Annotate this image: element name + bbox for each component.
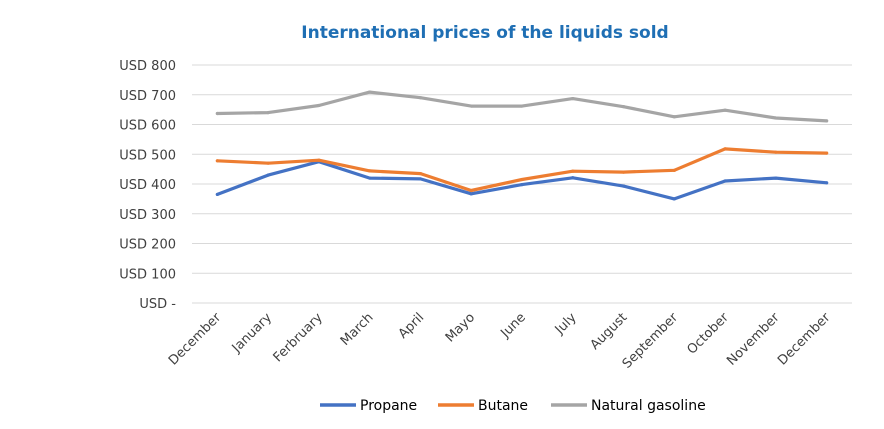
chart-title: International prices of the liquids sold	[301, 23, 668, 43]
legend: Propane Butane Natural gasoline	[320, 398, 706, 414]
x-tick-label: August	[588, 310, 631, 353]
y-tick-label: USD -	[139, 297, 176, 312]
x-tick-label: Mayo	[443, 310, 478, 345]
x-tick-label: July	[552, 310, 580, 338]
data-point	[368, 169, 372, 173]
data-point	[672, 168, 676, 172]
x-tick-label: December	[166, 310, 225, 369]
data-point	[723, 179, 727, 183]
y-tick-label: USD 500	[119, 148, 176, 163]
y-axis-ticks: USD - USD 100 USD 200 USD 300 USD 400 USD 500…	[119, 59, 176, 312]
data-point	[317, 103, 321, 108]
data-point	[215, 192, 219, 197]
data-point	[825, 151, 829, 155]
x-tick-label: June	[497, 310, 528, 341]
data-point	[418, 96, 423, 100]
data-point	[266, 161, 270, 165]
data-point	[418, 171, 423, 176]
series-butane	[215, 147, 829, 193]
data-point	[621, 170, 626, 174]
data-point	[368, 176, 372, 180]
data-point	[672, 115, 676, 119]
x-tick-label: November	[724, 310, 783, 369]
data-point	[825, 181, 829, 185]
data-point	[469, 192, 473, 196]
x-tick-label: September	[620, 310, 682, 372]
legend-item: Propane	[320, 398, 417, 414]
data-point	[368, 90, 372, 94]
data-point	[571, 169, 575, 173]
y-tick-label: USD 100	[119, 267, 176, 282]
data-point	[418, 177, 423, 181]
data-point	[672, 197, 676, 201]
series-natural-gasoline	[215, 90, 829, 123]
x-tick-label: January	[229, 310, 275, 356]
data-point	[774, 150, 778, 154]
data-point	[469, 104, 473, 108]
data-point	[723, 108, 727, 112]
legend-item: Natural gasoline	[551, 398, 706, 414]
data-point	[723, 147, 727, 151]
data-point	[774, 116, 778, 120]
legend-label: Butane	[478, 398, 528, 414]
x-tick-label: October	[685, 310, 733, 358]
y-tick-label: USD 400	[119, 178, 176, 193]
data-point	[215, 159, 219, 163]
data-point	[215, 111, 219, 116]
x-tick-label: Ferbruary	[271, 310, 326, 365]
x-tick-label: April	[396, 310, 428, 342]
data-point	[571, 176, 575, 180]
data-point	[621, 184, 626, 188]
data-point	[520, 104, 524, 108]
data-point	[774, 176, 778, 180]
data-point	[266, 111, 270, 115]
y-tick-label: USD 800	[119, 59, 176, 74]
series-lines	[215, 90, 829, 201]
data-point	[317, 158, 321, 162]
y-tick-label: USD 600	[119, 119, 176, 134]
data-point	[520, 182, 524, 187]
data-point	[520, 177, 524, 182]
legend-label: Natural gasoline	[591, 398, 706, 414]
y-tick-label: USD 200	[119, 238, 176, 253]
y-tick-label: USD 700	[119, 89, 176, 104]
data-point	[266, 173, 270, 177]
data-point	[571, 97, 575, 101]
data-point	[825, 119, 829, 123]
y-tick-label: USD 300	[119, 208, 176, 223]
legend-item: Butane	[438, 398, 528, 414]
x-tick-label: March	[338, 310, 377, 349]
x-tick-label: December	[775, 310, 834, 369]
legend-label: Propane	[360, 398, 417, 414]
data-point	[621, 105, 626, 109]
data-point	[469, 188, 473, 193]
